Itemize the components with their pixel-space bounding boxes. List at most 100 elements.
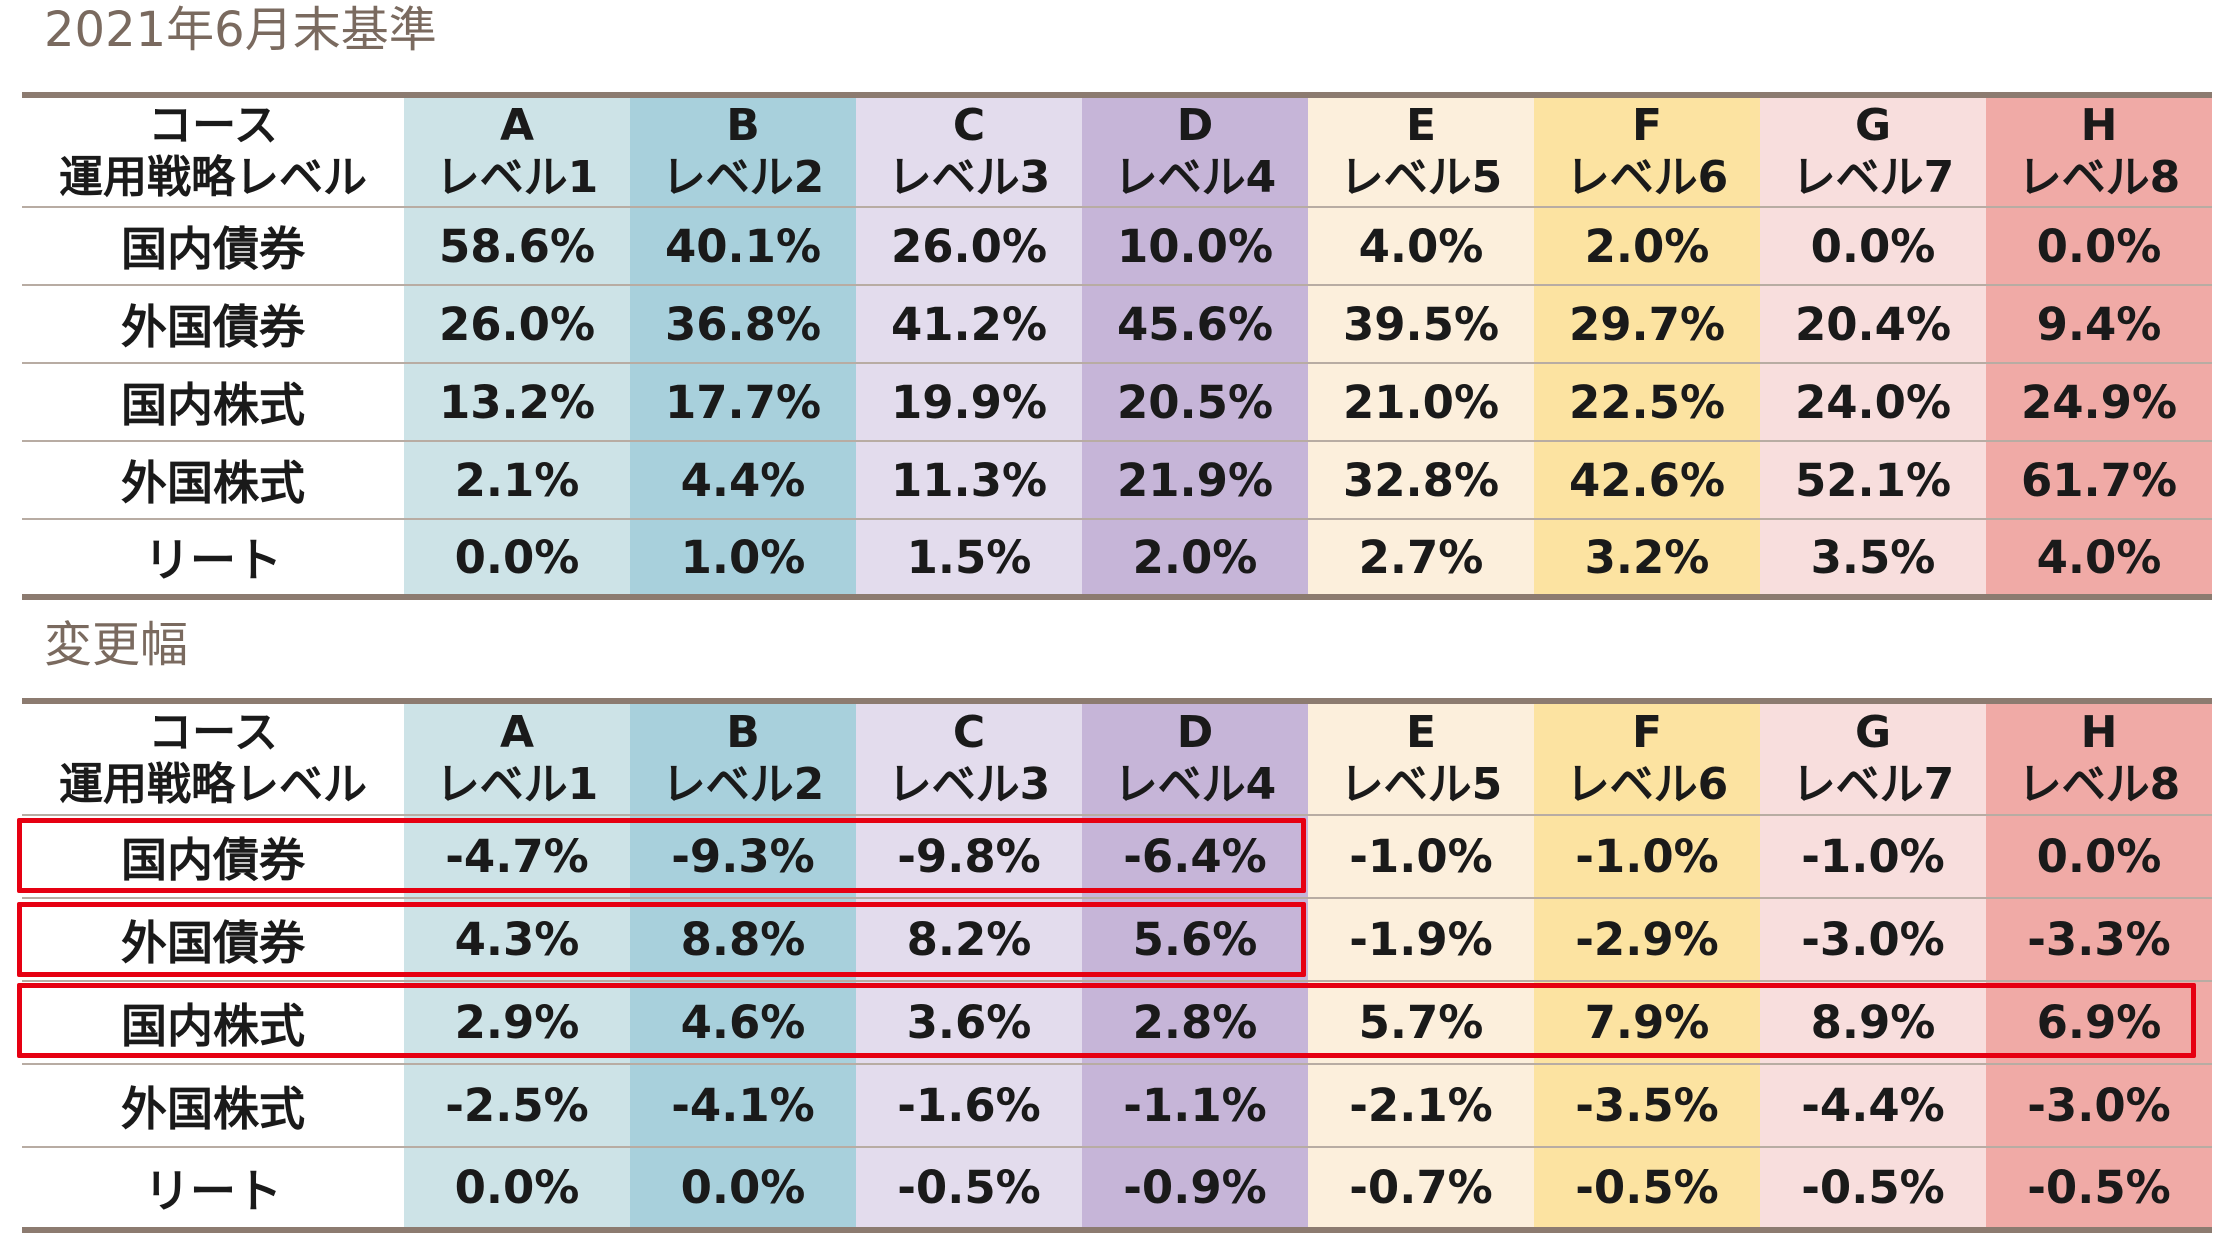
table-cell: 2.8% <box>1082 980 1308 1064</box>
table-cell: 26.0% <box>856 206 1082 285</box>
table-cell: 2.0% <box>1534 206 1760 285</box>
course-header-g: G レベル7 <box>1760 95 1986 207</box>
table-cell: 0.0% <box>1986 814 2212 898</box>
asset-class-label: 外国債券 <box>22 284 404 363</box>
table-cell: 8.2% <box>856 897 1082 981</box>
table-cell: 52.1% <box>1760 440 1986 519</box>
table-cell: 7.9% <box>1534 980 1760 1064</box>
table-cell: 40.1% <box>630 206 856 285</box>
course-code: F <box>1631 707 1663 758</box>
table-cell: 3.6% <box>856 980 1082 1064</box>
table-cell: 29.7% <box>1534 284 1760 363</box>
level-label: 運用戦略レベル <box>59 152 367 203</box>
course-level: レベル6 <box>1565 759 1729 810</box>
table-cell: -3.3% <box>1986 897 2212 981</box>
course-header-b: B レベル2 <box>630 95 856 207</box>
table-row: リート 0.0% 1.0% 1.5% 2.0% 2.7% 3.2% 3.5% 4.0% <box>22 518 2212 597</box>
table-row: 国内債券 58.6% 40.1% 26.0% 10.0% 4.0% 2.0% 0.0% 0.0% <box>22 206 2212 285</box>
table-cell: 13.2% <box>404 362 630 441</box>
header-corner: コース 運用戦略レベル <box>22 701 404 815</box>
header-row: コース 運用戦略レベル A レベル1 B レベル2 C レベル3 D レベル4 E レベル5 F レベル6… <box>22 701 2212 815</box>
table-cell: 4.3% <box>404 897 630 981</box>
course-code: A <box>499 707 535 758</box>
table-row: 外国債券 4.3% 8.8% 8.2% 5.6% -1.9% -2.9% -3.0% -3.3% <box>22 897 2212 981</box>
table-cell: -2.1% <box>1308 1063 1534 1147</box>
table-cell: 1.5% <box>856 518 1082 597</box>
table-cell: 5.6% <box>1082 897 1308 981</box>
table-cell: 32.8% <box>1308 440 1534 519</box>
table-row: 外国株式 2.1% 4.4% 11.3% 21.9% 32.8% 42.6% 52.1% 61.… <box>22 440 2212 519</box>
course-header-c: C レベル3 <box>856 95 1082 207</box>
course-code: D <box>1176 100 1214 151</box>
table-cell: 19.9% <box>856 362 1082 441</box>
table-cell: 4.6% <box>630 980 856 1064</box>
course-header-a: A レベル1 <box>404 701 630 815</box>
table-cell: 2.9% <box>404 980 630 1064</box>
table-cell: 2.0% <box>1082 518 1308 597</box>
table-cell: -4.1% <box>630 1063 856 1147</box>
table-cell: 4.4% <box>630 440 856 519</box>
table-cell: 3.2% <box>1534 518 1760 597</box>
table-row: リート 0.0% 0.0% -0.5% -0.9% -0.7% -0.5% -0.5% -0.5… <box>22 1146 2212 1230</box>
course-level: レベル7 <box>1791 152 1955 203</box>
table-cell: -1.0% <box>1534 814 1760 898</box>
table-cell: -1.0% <box>1308 814 1534 898</box>
course-level: レベル6 <box>1565 152 1729 203</box>
table-cell: -0.5% <box>1760 1146 1986 1230</box>
table-cell: 58.6% <box>404 206 630 285</box>
table-cell: 6.9% <box>1986 980 2212 1064</box>
course-header-b: B レベル2 <box>630 701 856 815</box>
table-cell: 21.0% <box>1308 362 1534 441</box>
table-cell: -6.4% <box>1082 814 1308 898</box>
table-row: 外国株式 -2.5% -4.1% -1.6% -1.1% -2.1% -3.5% -4.4% -… <box>22 1063 2212 1147</box>
course-code: G <box>1854 707 1892 758</box>
table-cell: -0.9% <box>1082 1146 1308 1230</box>
asset-class-label: 外国債券 <box>22 897 404 981</box>
course-code: D <box>1176 707 1214 758</box>
table-cell: 11.3% <box>856 440 1082 519</box>
change-table-body: 国内債券 -4.7% -9.3% -9.8% -6.4% -1.0% -1.0% -1.0% 0… <box>22 814 2212 1230</box>
table-row: 国内株式 13.2% 17.7% 19.9% 20.5% 21.0% 22.5% 24.0% 2… <box>22 362 2212 441</box>
course-code: G <box>1854 100 1892 151</box>
header-row: コース 運用戦略レベル A レベル1 B レベル2 C レベル3 D レベル4 E レベル5 F レベル6… <box>22 95 2212 207</box>
table-cell: 0.0% <box>1986 206 2212 285</box>
asset-class-label: リート <box>22 518 404 597</box>
table-cell: -2.9% <box>1534 897 1760 981</box>
course-header-g: G レベル7 <box>1760 701 1986 815</box>
course-code: C <box>952 100 986 151</box>
table-cell: -3.0% <box>1986 1063 2212 1147</box>
table-cell: 5.7% <box>1308 980 1534 1064</box>
table-cell: 0.0% <box>404 518 630 597</box>
course-level: レベル5 <box>1339 759 1503 810</box>
asset-class-label: 国内株式 <box>22 980 404 1064</box>
course-header-e: E レベル5 <box>1308 701 1534 815</box>
course-header-a: A レベル1 <box>404 95 630 207</box>
asset-class-label: リート <box>22 1146 404 1230</box>
table-cell: -0.5% <box>1986 1146 2212 1230</box>
course-level: レベル1 <box>435 152 599 203</box>
asset-class-label: 国内株式 <box>22 362 404 441</box>
course-code: A <box>499 100 535 151</box>
table-cell: 20.5% <box>1082 362 1308 441</box>
course-header-c: C レベル3 <box>856 701 1082 815</box>
table-cell: -3.0% <box>1760 897 1986 981</box>
table-cell: 1.0% <box>630 518 856 597</box>
allocation-table-body: 国内債券 58.6% 40.1% 26.0% 10.0% 4.0% 2.0% 0.0% 0.0%… <box>22 206 2212 597</box>
course-level: レベル4 <box>1113 152 1277 203</box>
table-cell: 4.0% <box>1986 518 2212 597</box>
table-cell: 39.5% <box>1308 284 1534 363</box>
course-code: B <box>726 100 760 151</box>
table-cell: -0.5% <box>856 1146 1082 1230</box>
table-cell: -0.5% <box>1534 1146 1760 1230</box>
table-cell: 3.5% <box>1760 518 1986 597</box>
allocation-table-title: 2021年6月末基準 <box>44 2 437 58</box>
header-corner: コース 運用戦略レベル <box>22 95 404 207</box>
course-header-d: D レベル4 <box>1082 701 1308 815</box>
course-level: レベル1 <box>435 759 599 810</box>
table-cell: 8.9% <box>1760 980 1986 1064</box>
course-label: コース <box>148 100 278 151</box>
table-cell: -0.7% <box>1308 1146 1534 1230</box>
table-row: 外国債券 26.0% 36.8% 41.2% 45.6% 39.5% 29.7% 20.4% 9… <box>22 284 2212 363</box>
table-cell: 0.0% <box>404 1146 630 1230</box>
course-code: C <box>952 707 986 758</box>
